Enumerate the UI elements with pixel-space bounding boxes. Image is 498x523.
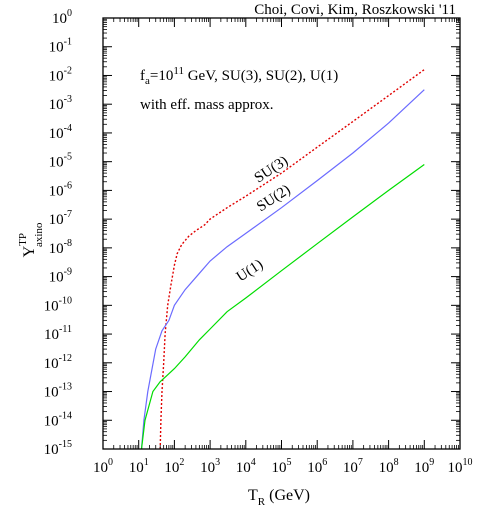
y-tick-label: 10-13	[44, 382, 72, 401]
y-tick-label: 10-4	[49, 123, 72, 142]
x-tick-label: 106	[307, 457, 327, 476]
x-tick-label: 105	[272, 457, 292, 476]
y-tick-label: 10-2	[49, 65, 72, 84]
y-tick-label: 10-5	[49, 152, 72, 171]
series-line-su2	[140, 89, 425, 449]
y-axis-title: YTP axino	[17, 222, 45, 257]
y-tick-label: 10-10	[44, 295, 72, 314]
series-line-u1	[140, 164, 425, 449]
y-axis-title-main: Y	[21, 245, 38, 257]
chart-annotation-line2: with eff. mass approx.	[140, 97, 273, 113]
y-axis-title-sup: TP	[17, 233, 29, 246]
y-tick-label: 10-8	[49, 238, 72, 257]
y-tick-label: 10-9	[49, 267, 72, 286]
y-tick-label: 10-1	[49, 37, 72, 56]
y-tick-label: 10-6	[49, 180, 72, 199]
x-axis-title: TR (GeV)	[248, 487, 310, 508]
chart-annotation-line1: fa=1011 GeV, SU(3), SU(2), U(1)	[140, 65, 338, 87]
x-tick-label: 1010	[448, 457, 473, 476]
y-tick-label: 100	[52, 8, 72, 27]
chart-credit: Choi, Covi, Kim, Roszkowski '11	[254, 2, 456, 18]
y-tick-label: 10-15	[44, 439, 72, 458]
x-tick-label: 104	[236, 457, 256, 476]
annotation-f: f	[140, 68, 145, 84]
x-tick-label: 101	[129, 457, 149, 476]
annotation-exp: 11	[173, 65, 184, 77]
annotation-rest: GeV, SU(3), SU(2), U(1)	[184, 68, 338, 84]
annotation-f-sub: a	[145, 75, 150, 87]
x-tick-label: 103	[200, 457, 220, 476]
y-tick-label: 10-3	[49, 94, 72, 113]
series-label-u1: U(1)	[234, 257, 266, 286]
x-tick-label: 102	[164, 457, 184, 476]
plot-frame	[102, 17, 461, 450]
series-label-su3: SU(3)	[252, 153, 291, 186]
x-axis-title-unit: (GeV)	[265, 487, 310, 504]
x-tick-label: 107	[343, 457, 363, 476]
x-axis-title-main: T	[248, 487, 258, 504]
y-tick-label: 10-12	[44, 353, 72, 372]
y-axis-title-sub: axino	[33, 222, 45, 247]
x-tick-label: 108	[379, 457, 399, 476]
x-axis-title-sub: R	[258, 496, 266, 508]
x-tick-label: 100	[93, 457, 113, 476]
y-tick-label: 10-11	[44, 324, 72, 343]
series-layer	[140, 69, 425, 449]
y-tick-label: 10-14	[44, 410, 72, 429]
ticks-layer: 100 101 102 103 104 105 106 107 108 109 1010 10-15 1…	[44, 8, 473, 476]
x-tick-label: 109	[414, 457, 434, 476]
annotation-eq: =10	[150, 68, 173, 84]
y-tick-label: 10-7	[49, 209, 72, 228]
series-line-su3	[159, 69, 425, 449]
